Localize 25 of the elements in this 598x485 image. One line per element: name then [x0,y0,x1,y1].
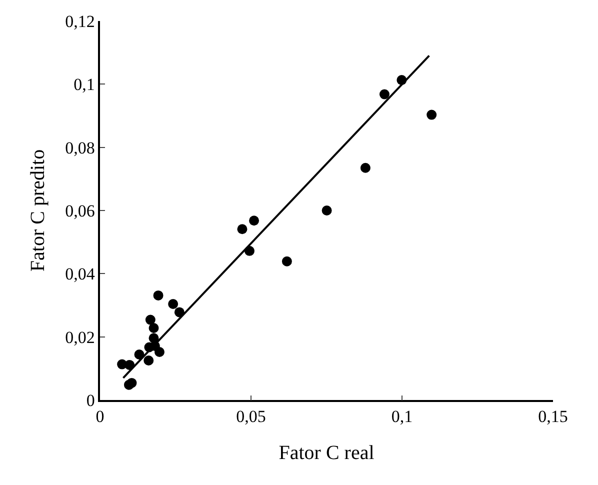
y-tick-label: 0,1 [74,75,95,94]
x-tick-label: 0,1 [391,407,413,426]
point [124,380,134,390]
point [148,322,159,333]
point [360,162,370,173]
y-tick-label: 0,06 [65,201,95,220]
y-tick-label: 0 [86,390,95,410]
point [237,224,248,234]
point [282,256,292,266]
y-tick-label: 0,12 [65,12,95,31]
point [145,314,156,325]
y-tick-label: 0,02 [65,328,95,347]
point [249,216,260,226]
point [426,110,437,120]
y-axis-title: Fator C predito [27,149,50,272]
point [144,356,154,366]
x-tick-label: 0,15 [538,407,568,426]
point [153,290,164,300]
y-tick-label: 0,08 [65,138,95,158]
x-tick-label: 0,05 [236,407,266,426]
point [379,89,390,100]
point [322,206,332,216]
point [168,298,178,309]
y-tick-label: 0,04 [65,264,96,284]
x-axis-title: Fator C real [278,442,375,464]
